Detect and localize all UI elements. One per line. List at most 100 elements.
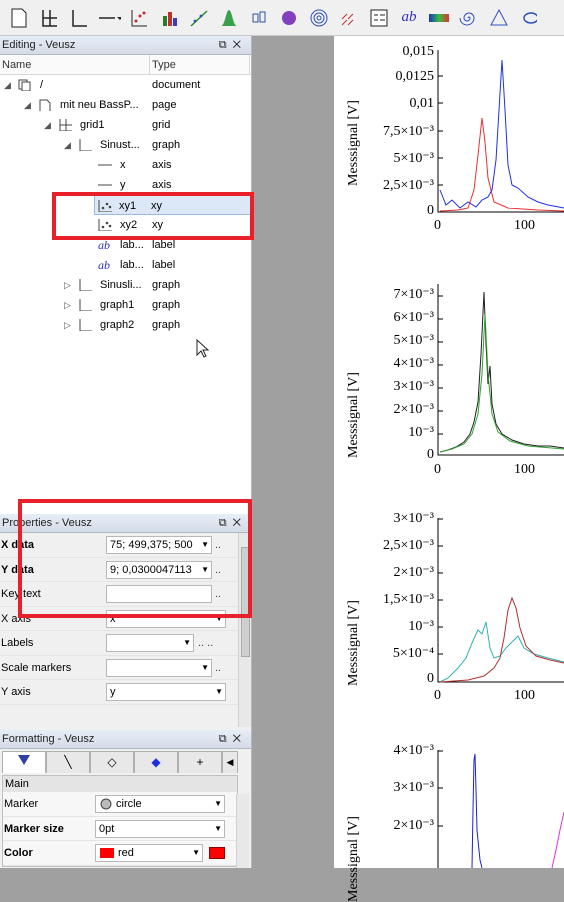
more-button[interactable]: .. xyxy=(215,661,222,674)
color-select[interactable]: red ▼ xyxy=(95,844,203,862)
function-icon[interactable] xyxy=(216,5,242,31)
tree-type: axis xyxy=(152,159,172,171)
collapse-arrow-icon[interactable]: ◢ xyxy=(24,100,31,110)
dock-buttons[interactable]: ⧉✕ xyxy=(218,39,247,51)
tree-row-graph-sinusli[interactable]: ▷ Sinusli... graph xyxy=(0,275,251,295)
xdata-field[interactable]: 75; 499,375; 500 ▼ xyxy=(106,536,212,554)
highlight-box xyxy=(52,192,254,240)
dropdown-arrow-icon[interactable]: ▼ xyxy=(192,848,200,857)
key-icon[interactable] xyxy=(366,5,392,31)
yaxis-select[interactable]: y ▼ xyxy=(106,683,226,701)
circle-marker-icon xyxy=(100,798,112,810)
y-tick: 2×10⁻³ xyxy=(393,565,434,580)
contour-icon[interactable] xyxy=(306,5,332,31)
plot-4-axes xyxy=(437,750,564,869)
xy-icon[interactable] xyxy=(126,5,152,31)
vector-field-icon[interactable] xyxy=(336,5,362,31)
image-icon[interactable] xyxy=(276,5,302,31)
dropdown-arrow-icon[interactable]: ▼ xyxy=(201,540,209,549)
ellipse-icon[interactable] xyxy=(516,5,542,31)
prop-label: Scale markers xyxy=(1,661,72,674)
fit-icon[interactable] xyxy=(186,5,212,31)
dropdown-arrow-icon[interactable]: ▼ xyxy=(214,823,222,833)
expand-arrow-icon[interactable]: ▷ xyxy=(64,300,71,310)
formatting-panel: Formatting - Veusz ⧉✕ ╲ ◇ ◆ + ◀ Main Mar… xyxy=(0,730,251,868)
tree-type: graph xyxy=(152,299,181,311)
tree-row-xy2[interactable]: xy2 xy xyxy=(0,215,251,235)
tab-marker-icon[interactable] xyxy=(2,751,46,773)
formatting-list: Main Marker circle ▼ Marker size 0pt ▼ Col… xyxy=(2,775,238,867)
tab-marker-fill-icon[interactable]: ◆ xyxy=(134,751,178,773)
keytext-field[interactable] xyxy=(106,585,212,603)
y-axis-label: Messsignal [V] xyxy=(346,372,361,458)
label-icon[interactable]: ab xyxy=(396,5,422,31)
dropdown-arrow-icon[interactable]: ▼ xyxy=(214,799,222,808)
labels-field[interactable]: ▼ xyxy=(106,634,194,652)
col-name-header[interactable]: Name xyxy=(0,55,150,74)
dropdown-arrow-icon[interactable]: ▼ xyxy=(215,687,223,696)
x-tick: 0 xyxy=(434,218,441,233)
ydata-field[interactable]: 9; 0,0300047113 ▼ xyxy=(106,560,212,579)
graph-axes-icon[interactable] xyxy=(66,5,92,31)
marker-select[interactable]: circle ▼ xyxy=(95,795,225,813)
tab-fill-icon[interactable]: ◇ xyxy=(90,751,134,773)
color-picker-button[interactable] xyxy=(209,847,225,859)
plot-1: Messsignal [V] 0,015 0,0125 0,01 7,5×10⁻… xyxy=(334,36,564,256)
polar-icon[interactable] xyxy=(456,5,482,31)
collapse-arrow-icon[interactable]: ◢ xyxy=(4,80,11,90)
color-swatch xyxy=(100,848,114,858)
widget-tree: ◢ / document ◢ mit neu BassP... page ◢ g… xyxy=(0,75,251,358)
scalemarkers-field[interactable]: ▼ xyxy=(106,658,212,677)
dropdown-arrow-icon[interactable]: ▼ xyxy=(201,564,209,574)
tree-type: graph xyxy=(152,279,181,291)
bar-icon[interactable] xyxy=(156,5,182,31)
ternary-icon[interactable] xyxy=(486,5,512,31)
dock-buttons[interactable]: ⧉✕ xyxy=(218,733,247,745)
new-page-icon[interactable] xyxy=(6,5,32,31)
tree-row-page[interactable]: ◢ mit neu BassP... page xyxy=(0,95,251,115)
dropdown-arrow-icon[interactable]: ▼ xyxy=(201,662,209,672)
collapse-arrow-icon[interactable]: ◢ xyxy=(44,120,51,130)
grid-icon[interactable] xyxy=(36,5,62,31)
tree-row-axis-x[interactable]: x axis xyxy=(0,155,251,175)
tree-name: graph1 xyxy=(100,299,135,311)
expand-arrow-icon[interactable]: ▷ xyxy=(64,280,71,290)
dock-buttons[interactable]: ⧉✕ xyxy=(218,517,247,529)
collapse-arrow-icon[interactable]: ◢ xyxy=(64,140,71,150)
expand-arrow-icon[interactable]: ▷ xyxy=(64,320,71,330)
tree-row-document[interactable]: ◢ / document xyxy=(0,75,251,95)
tree-row-label-2[interactable]: ab lab... label xyxy=(0,255,251,275)
tab-errorbar-icon[interactable]: + xyxy=(178,751,222,773)
dropdown-arrow-icon[interactable]: ▼ xyxy=(183,638,191,647)
xy-icon xyxy=(98,200,112,212)
tree-row-graph1[interactable]: ▷ graph1 graph xyxy=(0,295,251,315)
prop-row-xdata: X data 75; 499,375; 500 ▼ .. xyxy=(0,533,251,558)
tree-row-graph[interactable]: ◢ Sinust... graph xyxy=(0,135,251,155)
axis-icon[interactable] xyxy=(96,5,122,31)
colorbar-icon[interactable] xyxy=(426,5,452,31)
markersize-field[interactable]: 0pt ▼ xyxy=(95,819,225,838)
tree-type: graph xyxy=(152,319,181,331)
tree-row-grid1[interactable]: ◢ grid1 grid xyxy=(0,115,251,135)
tree-row-label-1[interactable]: ab lab... label xyxy=(0,235,251,255)
tab-line-icon[interactable]: ╲ xyxy=(46,751,90,773)
prop-label: Labels xyxy=(1,637,34,649)
graph-icon xyxy=(79,279,92,291)
more-button[interactable]: .. xyxy=(215,563,222,576)
highlight-box xyxy=(18,499,252,618)
tree-row-graph2[interactable]: ▷ graph2 graph xyxy=(0,315,251,335)
boxplot-icon[interactable] xyxy=(246,5,272,31)
more-button[interactable]: .. .. xyxy=(198,637,214,649)
y-tick: 5×10⁻³ xyxy=(393,333,434,348)
properties-title: Properties - Veusz xyxy=(2,517,92,529)
dropdown-arrow-icon[interactable]: ▼ xyxy=(215,613,223,623)
y-axis-label: Messsignal [V] xyxy=(346,600,361,686)
formatting-title-bar: Formatting - Veusz ⧉✕ xyxy=(0,730,251,749)
formatting-scrollbar[interactable] xyxy=(236,794,249,868)
more-button[interactable]: .. xyxy=(215,588,222,600)
more-button[interactable]: .. xyxy=(215,539,222,551)
tree-row-axis-y[interactable]: y axis xyxy=(0,175,251,195)
tree-type: graph xyxy=(152,139,181,151)
col-type-header[interactable]: Type xyxy=(150,55,250,74)
tab-scroll-left-icon[interactable]: ◀ xyxy=(222,751,238,773)
